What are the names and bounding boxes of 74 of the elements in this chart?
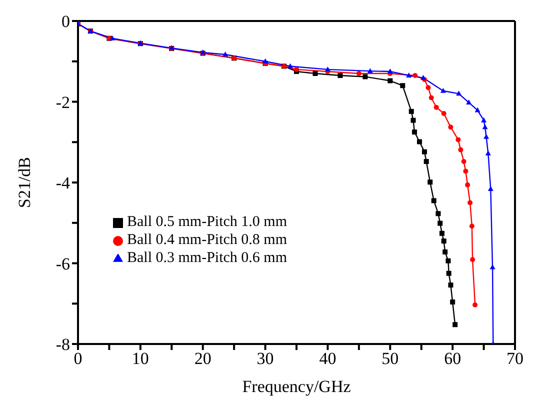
point (446, 258, 451, 264)
x-tick-label: 30 (256, 349, 274, 368)
point (356, 70, 362, 76)
point (446, 270, 452, 276)
legend-label: Ball 0.4 mm-Pitch 0.8 mm (127, 232, 287, 248)
point (439, 230, 444, 236)
point (458, 147, 464, 152)
point (387, 68, 393, 74)
point (406, 72, 412, 78)
x-tick-label: 70 (506, 349, 524, 368)
point (410, 118, 416, 123)
point (388, 78, 393, 84)
point (434, 104, 439, 110)
point (440, 88, 446, 93)
point (452, 322, 458, 328)
point (324, 66, 330, 72)
point (288, 63, 294, 68)
point (441, 110, 446, 116)
y-tick-label: -2 (56, 92, 70, 112)
y-tick-label: 0 (62, 12, 70, 32)
x-tick-label: 20 (194, 349, 212, 368)
point (474, 107, 480, 112)
point (362, 74, 368, 80)
point (408, 108, 414, 114)
point (442, 249, 448, 254)
y-axis-title: S21/dB (15, 156, 34, 208)
point (448, 124, 454, 130)
point (482, 124, 488, 130)
point (438, 220, 443, 226)
point (110, 35, 116, 40)
point (456, 90, 462, 96)
point (468, 200, 473, 206)
point (463, 168, 468, 174)
point (400, 83, 406, 88)
point (312, 70, 318, 76)
point (472, 302, 478, 308)
point (428, 95, 434, 100)
legend-label: Ball 0.5 mm-Pitch 1.0 mm (127, 214, 287, 230)
x-tick-label: 40 (319, 349, 336, 368)
y-tick-label: -6 (56, 254, 70, 274)
point (428, 180, 433, 185)
y-tick-label: -8 (56, 335, 70, 354)
point (465, 182, 470, 188)
point (469, 224, 474, 229)
point (338, 73, 343, 78)
point (481, 117, 487, 122)
x-tick-label: 10 (132, 349, 149, 368)
point (420, 74, 426, 80)
point (367, 68, 373, 74)
x-tick-label: 0 (74, 349, 82, 368)
x-tick-label: 50 (382, 349, 399, 368)
point (222, 52, 228, 57)
point (450, 300, 456, 305)
point (416, 139, 422, 144)
x-axis-title: Frequency/GHz (242, 377, 352, 396)
point (484, 134, 490, 139)
point (456, 137, 461, 142)
point (424, 159, 429, 164)
point (431, 198, 436, 204)
point (426, 85, 431, 90)
point (485, 150, 491, 156)
point (436, 211, 441, 216)
x-tick-label: 60 (444, 349, 462, 368)
point (412, 130, 417, 135)
point (262, 58, 268, 64)
y-tick-label: -4 (56, 174, 70, 193)
point (412, 73, 418, 78)
point (422, 149, 427, 154)
point (441, 238, 446, 244)
legend-label: Ball 0.3 mm-Pitch 0.6 mm (127, 250, 287, 266)
point (448, 282, 454, 288)
point (461, 159, 466, 164)
point (466, 100, 472, 105)
point (470, 257, 476, 262)
